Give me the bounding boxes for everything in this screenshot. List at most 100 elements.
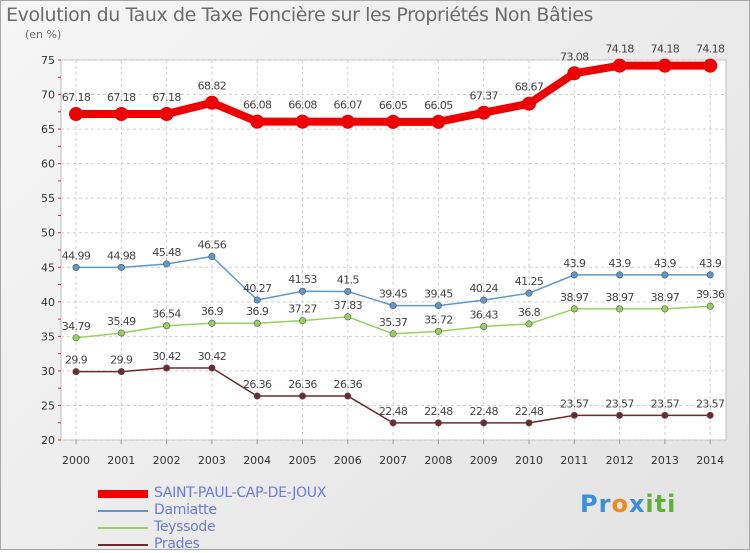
data-point <box>570 271 578 279</box>
legend: SAINT-PAUL-CAP-DE-JOUX Damiatte Teyssode Pr… <box>98 485 398 553</box>
legend-item: SAINT-PAUL-CAP-DE-JOUX <box>98 485 398 502</box>
data-labels: 44.99 44.98 45.48 46.56 40.27 41.53 41.5 39.45 3… <box>62 43 726 418</box>
data-label: 35.37 <box>379 316 408 329</box>
data-label: 37.83 <box>334 299 363 312</box>
y-tick-label: 60 <box>41 158 55 171</box>
x-tick-label: 2013 <box>651 454 679 467</box>
data-label: 68.82 <box>198 80 227 93</box>
y-tick-label: 55 <box>41 192 55 205</box>
series-layer <box>69 58 718 427</box>
x-tick-label: 2012 <box>606 454 634 467</box>
data-label: 46.56 <box>198 238 227 251</box>
data-point <box>616 271 624 279</box>
data-point <box>434 419 442 427</box>
legend-item: Prades <box>98 536 398 553</box>
data-label: 35.72 <box>424 313 453 326</box>
logo-part: Pr <box>580 490 612 518</box>
x-tick-label: 2008 <box>424 454 452 467</box>
x-tick-label: 2005 <box>289 454 317 467</box>
data-point <box>389 330 397 338</box>
x-tick-label: 2000 <box>62 454 90 467</box>
data-point <box>72 334 80 342</box>
legend-swatch <box>98 543 148 546</box>
data-label: 67.37 <box>469 90 498 103</box>
data-point <box>616 411 624 419</box>
chart-title: Evolution du Taux de Taxe Foncière sur l… <box>6 4 594 26</box>
data-label: 43.9 <box>563 257 586 270</box>
y-tick-label: 45 <box>41 261 55 274</box>
data-point <box>340 114 355 129</box>
proxiti-logo: Proxiti <box>580 490 676 518</box>
data-point <box>476 105 491 120</box>
data-label: 67.18 <box>152 91 181 104</box>
data-label: 43.9 <box>654 257 677 270</box>
x-tick-label: 2003 <box>198 454 226 467</box>
x-tick-label: 2002 <box>153 454 181 467</box>
data-point <box>114 107 129 122</box>
data-point <box>344 313 352 321</box>
legend-label: Teyssode <box>154 519 216 535</box>
data-point <box>159 107 174 122</box>
data-label: 26.36 <box>334 378 363 391</box>
data-label: 67.18 <box>62 91 91 104</box>
data-point <box>431 114 446 129</box>
data-point <box>253 296 261 304</box>
x-tick-label: 2010 <box>515 454 543 467</box>
data-point <box>253 392 261 400</box>
data-label: 38.97 <box>560 291 589 304</box>
legend-item: Damiatte <box>98 502 398 519</box>
y-tick-label: 70 <box>41 89 55 102</box>
data-point <box>434 327 442 335</box>
data-label: 66.08 <box>288 99 317 112</box>
data-point <box>208 252 216 260</box>
legend-swatch <box>98 509 148 512</box>
legend-swatch <box>98 526 148 529</box>
data-label: 66.08 <box>243 99 272 112</box>
data-label: 36.43 <box>469 308 498 321</box>
data-point <box>389 419 397 427</box>
data-label: 44.98 <box>107 249 136 262</box>
unit-label: (en %) <box>25 28 62 41</box>
data-label: 36.9 <box>201 305 224 318</box>
x-tick-label: 2007 <box>379 454 407 467</box>
legend-item: Teyssode <box>98 519 398 536</box>
data-point <box>117 368 125 376</box>
data-label: 22.48 <box>515 405 544 418</box>
data-point <box>706 411 714 419</box>
data-point <box>117 329 125 337</box>
y-tick-label: 65 <box>41 123 55 136</box>
x-tick-label: 2006 <box>334 454 362 467</box>
x-tick-label: 2001 <box>107 454 135 467</box>
data-point <box>389 302 397 310</box>
data-label: 30.42 <box>152 350 181 363</box>
axes: 20 25 30 35 40 45 50 55 60 65 70 75 2000 2001 2002 2003… <box>41 54 724 467</box>
data-label: 39.45 <box>379 288 408 301</box>
data-label: 66.05 <box>424 99 453 112</box>
x-tick-label: 2011 <box>560 454 588 467</box>
data-point <box>386 114 401 129</box>
data-point <box>69 107 83 122</box>
data-label: 23.57 <box>651 397 680 410</box>
data-point <box>295 114 310 129</box>
data-label: 39.45 <box>424 288 453 301</box>
data-point <box>570 411 578 419</box>
data-label: 41.5 <box>337 273 360 286</box>
data-label: 66.05 <box>379 99 408 112</box>
legend-label: Damiatte <box>154 502 217 518</box>
y-tick-label: 20 <box>41 434 55 447</box>
data-label: 23.57 <box>605 397 634 410</box>
data-label: 36.8 <box>518 306 541 319</box>
y-tick-label: 50 <box>41 227 55 240</box>
data-point <box>344 287 352 295</box>
data-label: 38.97 <box>651 291 680 304</box>
data-label: 22.48 <box>424 405 453 418</box>
data-label: 45.48 <box>152 246 181 259</box>
y-tick-label: 30 <box>41 365 55 378</box>
data-label: 23.57 <box>560 397 589 410</box>
data-label: 73.08 <box>560 50 589 63</box>
data-label: 74.18 <box>696 43 725 56</box>
data-point <box>72 263 80 271</box>
data-label: 41.53 <box>288 273 317 286</box>
data-point <box>525 419 533 427</box>
